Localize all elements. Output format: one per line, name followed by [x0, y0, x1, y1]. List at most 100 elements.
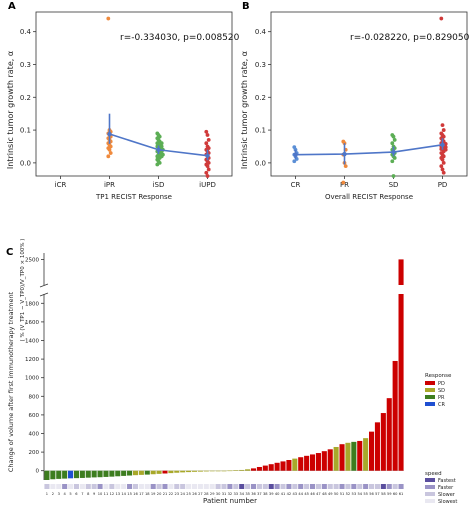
panel-c-xtick-label: 48 — [322, 492, 327, 496]
bar — [351, 441, 357, 471]
panelB-xtick-label: PR — [340, 181, 349, 189]
panel-c-xtick-label: 44 — [298, 492, 303, 496]
panel-c-ytick-label: 0 — [36, 469, 40, 475]
speed-cell — [239, 484, 245, 489]
bar-upper-segment — [398, 259, 404, 285]
panel-c-xtick-label: 26 — [192, 492, 197, 496]
panel-c-xtick-label: 28 — [204, 492, 209, 496]
speed-cell — [339, 484, 345, 489]
panel-c-xtick-label: 35 — [245, 492, 250, 496]
panelB-xtick-label: CR — [291, 181, 301, 189]
speed-cell — [109, 484, 115, 489]
panelB-ytick-label: 0.0 — [255, 159, 266, 167]
panel-c-ytick-label: 1600 — [25, 320, 39, 326]
panelA-mean-marker — [156, 147, 161, 152]
panel-c-axis-break — [39, 283, 49, 297]
speed-cell — [250, 484, 257, 489]
bar — [392, 360, 398, 471]
panel-a-xlabel: TP1 RECIST Response — [95, 193, 172, 201]
speed-cell — [203, 484, 209, 489]
bar — [233, 470, 239, 471]
speed-legend-label: Faster — [438, 485, 454, 491]
panel-c-xtick-label: 20 — [157, 492, 162, 496]
speed-cell — [215, 484, 221, 489]
speed-cell — [56, 484, 62, 489]
panel-c-xtick-label: 10 — [98, 492, 103, 496]
bar — [286, 460, 292, 471]
panel-c-xtick-label: 49 — [328, 492, 333, 496]
panel-c-bars — [44, 259, 404, 480]
panel-c-xtick-label: 40 — [275, 492, 280, 496]
panel-c-xtick-label: 54 — [357, 492, 362, 496]
panel-c-xtick-label: 16 — [133, 492, 138, 496]
speed-cell — [233, 484, 239, 489]
bar — [345, 442, 351, 471]
bar — [239, 469, 245, 471]
panel-c-xtick-label: 47 — [316, 492, 321, 496]
panelA-xtick-label: iPR — [104, 181, 115, 189]
bar — [386, 398, 392, 471]
scatter-panel-a: 0.0 0.1 0.2 0.3 0.4 iCR iPR iSD iUPD r=-0.33403… — [20, 11, 240, 201]
bar — [209, 470, 215, 472]
bar — [73, 470, 79, 479]
panelB-data-point — [292, 159, 297, 164]
panel-c-xtick-label: 17 — [139, 492, 144, 496]
bar — [174, 470, 180, 473]
speed-cell — [144, 484, 150, 489]
speed-cell — [186, 484, 192, 489]
speed-cell — [73, 484, 79, 489]
panel-b-frame — [270, 11, 468, 177]
response-legend-swatch — [425, 381, 435, 385]
panel-c-xtick-label: 12 — [110, 492, 115, 496]
panelB-mean-marker — [440, 142, 445, 148]
speed-legend-swatch — [425, 485, 435, 489]
bar — [109, 470, 115, 477]
speed-cell — [333, 484, 339, 489]
bar — [186, 470, 192, 473]
panelA-xtick-label: iUPD — [199, 181, 216, 189]
panel-b-ylabel: Intrinsic tumor growth rate, α — [240, 51, 249, 169]
panelB-data-point — [440, 167, 445, 172]
bar — [315, 453, 321, 471]
panelA-data-point — [107, 147, 112, 152]
bar — [44, 470, 50, 480]
bar — [197, 470, 203, 472]
panel-c-xtick-label: 2 — [52, 492, 54, 496]
panelA-ytick-label: 0.1 — [20, 127, 31, 135]
panel-b-y-ticks: 0.0 0.1 0.2 0.3 0.4 — [255, 28, 271, 167]
panelA-ytick-label: 0.4 — [20, 28, 32, 36]
panelB-mean-marker — [391, 149, 396, 155]
panelB-data-point — [390, 159, 395, 164]
speed-legend-label: Fastest — [438, 478, 456, 484]
panelB-xtick-label: SD — [389, 181, 399, 189]
panelB-data-point — [392, 138, 397, 142]
panel-c-xtick-label: 14 — [121, 492, 126, 496]
panel-c-xtick-label: 13 — [115, 492, 120, 496]
speed-cell — [197, 484, 203, 489]
panel-c-ytick-label: 600 — [29, 413, 40, 419]
bar — [268, 464, 274, 471]
speed-legend-label: Slower — [438, 492, 456, 498]
speed-cell — [209, 484, 215, 489]
panel-b-annotation: r=-0.028220, p=0.829050 — [350, 33, 470, 43]
panelA-data-point — [155, 162, 160, 167]
panel-a-y-ticks: 0.0 0.1 0.2 0.3 0.4 — [20, 28, 36, 167]
bar — [369, 431, 375, 471]
panel-c-ytick-label: 800 — [29, 394, 40, 400]
panel-b-mean-line — [293, 138, 445, 165]
panel-c-xtick-label: 9 — [93, 492, 96, 496]
speed-cell — [227, 484, 233, 489]
panel-c-ytick-label-upper: 2500 — [25, 257, 39, 263]
speed-cell — [79, 484, 85, 489]
speed-cell — [44, 484, 50, 489]
speed-legend-swatch — [425, 492, 435, 496]
panel-c-x-ticks: 1 2 3 4 5 6 7 8 9 10 11 12 13 14 15 16 17 18 19 20 21 22 23 24 2… — [46, 492, 404, 496]
panel-c-speed-strip — [44, 484, 404, 489]
bar — [56, 470, 62, 479]
speed-cell — [351, 484, 357, 489]
panel-c-xtick-label: 3 — [58, 492, 60, 496]
bar — [215, 470, 221, 472]
bar — [398, 294, 404, 471]
